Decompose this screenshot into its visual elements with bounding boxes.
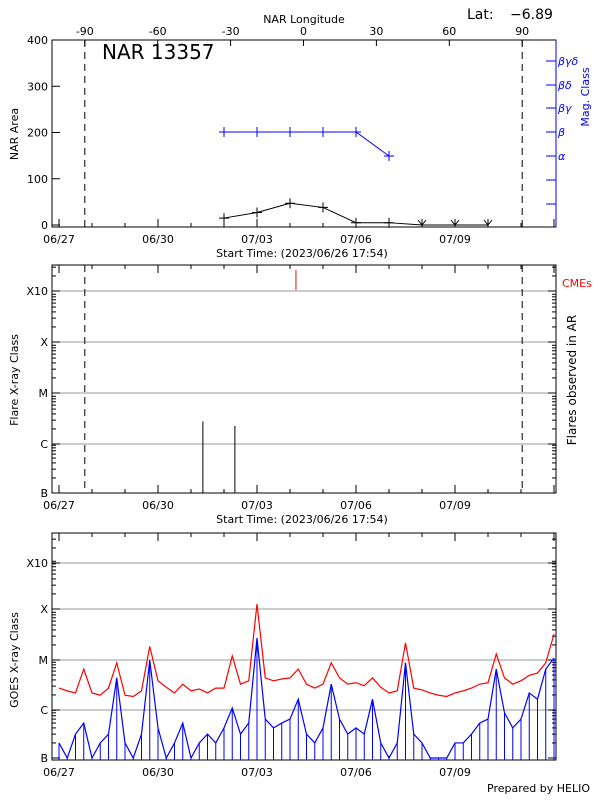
mag-tick-label: β bbox=[557, 126, 565, 139]
mag-class-point bbox=[351, 127, 361, 137]
p1-y-tick-label: 200 bbox=[27, 127, 48, 140]
region-title: NAR 13357 bbox=[102, 40, 215, 64]
lon-tick-label: 0 bbox=[300, 25, 307, 38]
mag-tick-label: βγ bbox=[557, 102, 572, 115]
area-zero-arrow bbox=[417, 219, 427, 226]
p3-y-tick-label: B bbox=[40, 752, 48, 765]
p1-x-tick-label: 07/06 bbox=[340, 233, 372, 246]
p1-x-tick-label: 06/30 bbox=[142, 233, 174, 246]
p2-y2label: Flares observed in AR bbox=[565, 315, 579, 445]
mag-tick-label: α bbox=[558, 150, 566, 163]
p1-y-tick-label: 400 bbox=[27, 34, 48, 47]
p1-y-tick-label: 0 bbox=[41, 219, 48, 232]
p2-xlabel: Start Time: (2023/06/26 17:54) bbox=[216, 513, 388, 526]
p3-frame bbox=[51, 532, 557, 761]
p2-y-tick-label: B bbox=[40, 487, 48, 500]
p1-ylabel: NAR Area bbox=[8, 108, 21, 160]
p2-x-tick-label: 07/09 bbox=[439, 499, 471, 512]
cme-label: CMEs bbox=[562, 277, 592, 290]
p2-x-tick-label: 06/27 bbox=[43, 499, 75, 512]
mag-class-point bbox=[384, 151, 394, 161]
area-zero-arrow bbox=[450, 219, 460, 226]
p2-frame bbox=[51, 264, 557, 494]
p1-y2label: Mag. Class bbox=[579, 67, 592, 126]
p3-x-tick-label: 07/06 bbox=[340, 766, 372, 779]
area-zero-arrow bbox=[483, 219, 493, 226]
p2-x-tick-label: 07/06 bbox=[340, 499, 372, 512]
p3-y-tick-label: X bbox=[40, 603, 48, 616]
p1-x-tick-label: 07/03 bbox=[241, 233, 273, 246]
lon-tick-label: 30 bbox=[369, 25, 383, 38]
lon-tick-label: -60 bbox=[149, 25, 167, 38]
area-point bbox=[252, 207, 262, 218]
p2-x-tick-label: 07/03 bbox=[241, 499, 273, 512]
mag-class-point bbox=[252, 127, 262, 137]
p3-x-tick-label: 07/09 bbox=[439, 766, 471, 779]
p2-y-tick-label: X10 bbox=[26, 285, 48, 298]
p3-y-tick-label: C bbox=[40, 704, 48, 717]
area-point bbox=[351, 217, 361, 228]
p2-y-tick-label: C bbox=[40, 438, 48, 451]
mag-class-line bbox=[224, 131, 390, 157]
p3-y-tick-label: X10 bbox=[26, 557, 48, 570]
p3-x-tick-label: 07/03 bbox=[241, 766, 273, 779]
mag-tick-label: βδ bbox=[557, 79, 572, 92]
area-point bbox=[219, 213, 229, 224]
mag-class-point bbox=[318, 127, 328, 137]
lon-tick-label: 90 bbox=[515, 25, 529, 38]
area-point bbox=[318, 202, 328, 213]
goes-long-line bbox=[58, 603, 555, 698]
mag-class-point bbox=[219, 127, 229, 137]
mag-tick-label: βγδ bbox=[557, 55, 579, 68]
p1-x-tick-label: 06/27 bbox=[43, 233, 75, 246]
area-point bbox=[384, 217, 394, 228]
p1-xlabel: Start Time: (2023/06/26 17:54) bbox=[216, 247, 388, 260]
p2-y-tick-label: M bbox=[39, 387, 49, 400]
lon-tick-label: 60 bbox=[442, 25, 456, 38]
p1-frame bbox=[51, 39, 557, 228]
p1-y-tick-label: 100 bbox=[27, 173, 48, 186]
p2-ylabel: Flare X-ray Class bbox=[8, 334, 21, 426]
p3-x-tick-label: 06/30 bbox=[142, 766, 174, 779]
lat-label: Lat: bbox=[467, 7, 494, 23]
top-axis-label: NAR Longitude bbox=[263, 13, 345, 26]
footer-credit: Prepared by HELIO bbox=[487, 782, 590, 795]
area-point bbox=[285, 198, 295, 209]
p2-y-tick-label: X bbox=[40, 336, 48, 349]
lat-value: −6.89 bbox=[510, 7, 553, 23]
p3-y-tick-label: M bbox=[39, 654, 49, 667]
mag-class-point bbox=[285, 127, 295, 137]
p2-x-tick-label: 06/30 bbox=[142, 499, 174, 512]
p3-x-tick-label: 06/27 bbox=[43, 766, 75, 779]
lon-tick-label: -90 bbox=[76, 25, 94, 38]
p1-y-tick-label: 300 bbox=[27, 80, 48, 93]
p3-ylabel: GOES X-ray Class bbox=[8, 612, 21, 708]
p1-x-tick-label: 07/09 bbox=[439, 233, 471, 246]
lon-tick-label: -30 bbox=[222, 25, 240, 38]
goes-short-line bbox=[58, 638, 555, 760]
